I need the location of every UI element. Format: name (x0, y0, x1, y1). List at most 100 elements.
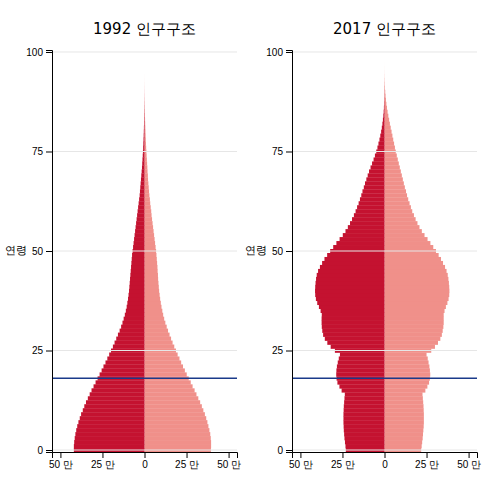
bar (141, 177, 145, 181)
tick-mark (229, 452, 230, 458)
bar (124, 317, 145, 321)
bar (145, 420, 208, 424)
bar (144, 70, 145, 74)
bar (385, 130, 392, 134)
bar (344, 408, 385, 412)
tick: 25 (272, 345, 292, 356)
bar (350, 221, 384, 225)
grid-line (292, 350, 477, 351)
bar (315, 285, 384, 289)
bar (144, 62, 145, 66)
bar (385, 345, 435, 349)
bar (315, 293, 384, 297)
bar (134, 241, 145, 245)
bar (144, 106, 145, 110)
bar (385, 293, 450, 297)
bar (327, 341, 384, 345)
bar (134, 237, 144, 241)
bar (322, 325, 385, 329)
axis-line (293, 453, 478, 459)
bar (384, 58, 385, 62)
bar (336, 368, 384, 372)
bar (327, 253, 384, 257)
bar (385, 98, 386, 102)
bar (385, 420, 424, 424)
tick-mark (102, 452, 103, 458)
bar (90, 392, 145, 396)
bar (342, 388, 385, 392)
bar (385, 356, 428, 360)
bar (144, 54, 145, 58)
bar (144, 58, 145, 62)
tick: 0 (277, 445, 292, 456)
bar (356, 209, 385, 213)
tick: 100 (26, 47, 52, 58)
bar (324, 257, 384, 261)
bar (322, 317, 385, 321)
bar (144, 58, 145, 62)
tick-label: 25 만 (415, 459, 439, 470)
bar (138, 205, 144, 209)
bar (142, 161, 144, 165)
bar (384, 74, 385, 78)
bar (122, 321, 144, 325)
tick: 50 만 (49, 452, 73, 470)
bar (145, 436, 211, 440)
bar (385, 400, 424, 404)
tick-label: 50 만 (49, 459, 73, 470)
bar (345, 444, 384, 448)
bar (145, 392, 197, 396)
bar (145, 273, 158, 277)
bar (361, 193, 384, 197)
bar (145, 201, 151, 205)
bar (145, 305, 162, 309)
bar (383, 114, 384, 118)
panel: 50 만25 만025 만50 만02550751002017 인구구조연령 (245, 20, 481, 470)
bar (131, 261, 144, 265)
bar (364, 185, 385, 189)
bar (127, 301, 144, 305)
bar (133, 245, 144, 249)
bar (145, 380, 191, 384)
bar (125, 313, 145, 317)
bar (75, 432, 144, 436)
bar (384, 98, 385, 102)
bar (385, 225, 420, 229)
bar (120, 329, 145, 333)
bar (144, 74, 145, 78)
bar (372, 161, 384, 165)
bar (385, 161, 399, 165)
bar (385, 138, 394, 142)
tick-label: 25 만 (175, 459, 199, 470)
bar (385, 428, 424, 432)
bar (385, 404, 424, 408)
bar (92, 388, 145, 392)
bar (88, 396, 145, 400)
grid-line (52, 350, 237, 351)
tick-mark (286, 251, 292, 252)
bar (129, 289, 144, 293)
tick-label: 75 (32, 146, 44, 157)
bar (385, 341, 438, 345)
bar (94, 384, 145, 388)
tick-label: 75 (272, 146, 284, 157)
bar (145, 217, 153, 221)
bar (144, 66, 145, 70)
bar (145, 428, 210, 432)
bar (140, 189, 145, 193)
bar (144, 106, 145, 110)
bar (144, 54, 145, 58)
bar (385, 412, 424, 416)
bar (385, 217, 416, 221)
bar (385, 181, 404, 185)
bar (130, 281, 145, 285)
bar (340, 352, 385, 356)
bar (143, 126, 145, 130)
bar (385, 325, 444, 329)
bar (145, 440, 212, 444)
bar (145, 169, 148, 173)
bar (145, 161, 148, 165)
bar (145, 444, 212, 448)
bar (145, 146, 147, 150)
bar (385, 444, 422, 448)
